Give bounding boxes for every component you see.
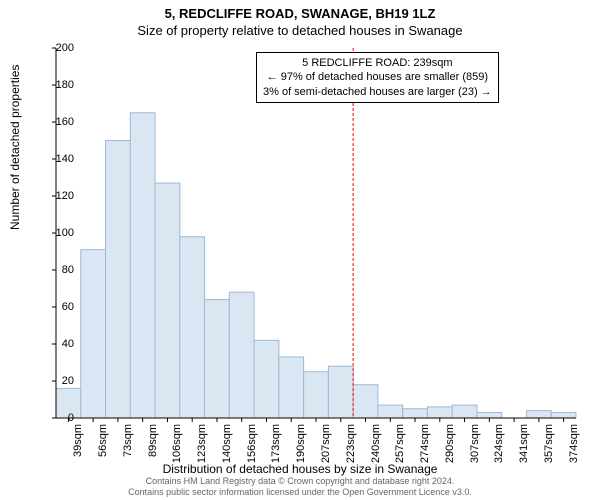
bar [452, 405, 477, 418]
x-tick-label: 374sqm [568, 424, 580, 463]
y-tick-label: 200 [44, 42, 74, 54]
y-tick-label: 100 [44, 227, 74, 239]
y-tick-label: 40 [44, 338, 74, 350]
title-main: 5, REDCLIFFE ROAD, SWANAGE, BH19 1LZ [0, 0, 600, 21]
x-tick-label: 123sqm [196, 424, 208, 463]
annotation-line2: ← 97% of detached houses are smaller (85… [263, 70, 492, 84]
bar [551, 412, 576, 418]
y-tick-label: 180 [44, 79, 74, 91]
bar [526, 411, 551, 418]
annotation-line1: 5 REDCLIFFE ROAD: 239sqm [263, 56, 492, 70]
bar [304, 372, 329, 418]
x-tick-label: 341sqm [518, 424, 530, 463]
footer-attribution: Contains HM Land Registry data © Crown c… [0, 476, 600, 498]
y-tick-label: 20 [44, 375, 74, 387]
x-tick-label: 240sqm [370, 424, 382, 463]
x-tick-label: 324sqm [493, 424, 505, 463]
annotation-box: 5 REDCLIFFE ROAD: 239sqm ← 97% of detach… [256, 52, 499, 103]
x-tick-label: 190sqm [295, 424, 307, 463]
bar [180, 237, 205, 418]
x-tick-label: 274sqm [419, 424, 431, 463]
x-tick-label: 257sqm [394, 424, 406, 463]
x-tick-label: 140sqm [221, 424, 233, 463]
footer-line1: Contains HM Land Registry data © Crown c… [0, 476, 600, 487]
bar [81, 250, 106, 418]
x-axis-label: Distribution of detached houses by size … [0, 462, 600, 476]
x-tick-label: 223sqm [345, 424, 357, 463]
x-tick-label: 173sqm [270, 424, 282, 463]
y-tick-label: 160 [44, 116, 74, 128]
bar [155, 183, 180, 418]
footer-line2: Contains public sector information licen… [0, 487, 600, 498]
x-tick-label: 357sqm [543, 424, 555, 463]
x-tick-label: 56sqm [97, 424, 109, 457]
x-tick-label: 207sqm [320, 424, 332, 463]
y-axis-label: Number of detached properties [8, 65, 22, 230]
bar [130, 113, 155, 418]
plot-area: 5 REDCLIFFE ROAD: 239sqm ← 97% of detach… [56, 48, 576, 418]
histogram-svg [56, 48, 576, 418]
bar [229, 292, 254, 418]
annotation-line3: 3% of semi-detached houses are larger (2… [263, 85, 492, 99]
chart-container: 5, REDCLIFFE ROAD, SWANAGE, BH19 1LZ Siz… [0, 0, 600, 500]
y-tick-label: 120 [44, 190, 74, 202]
x-tick-label: 39sqm [72, 424, 84, 457]
bar [254, 340, 279, 418]
y-tick-label: 0 [44, 412, 74, 424]
x-tick-label: 307sqm [469, 424, 481, 463]
x-tick-label: 73sqm [122, 424, 134, 457]
y-tick-label: 80 [44, 264, 74, 276]
x-tick-label: 106sqm [171, 424, 183, 463]
bar [279, 357, 304, 418]
bar [378, 405, 403, 418]
bar [328, 366, 353, 418]
title-sub: Size of property relative to detached ho… [0, 21, 600, 38]
x-tick-label: 290sqm [444, 424, 456, 463]
bar [205, 300, 230, 418]
bar [427, 407, 452, 418]
y-tick-label: 60 [44, 301, 74, 313]
bar [106, 141, 131, 419]
y-tick-label: 140 [44, 153, 74, 165]
bar [353, 385, 378, 418]
bar [477, 412, 502, 418]
bar [403, 409, 428, 418]
x-tick-label: 156sqm [246, 424, 258, 463]
x-tick-label: 89sqm [147, 424, 159, 457]
